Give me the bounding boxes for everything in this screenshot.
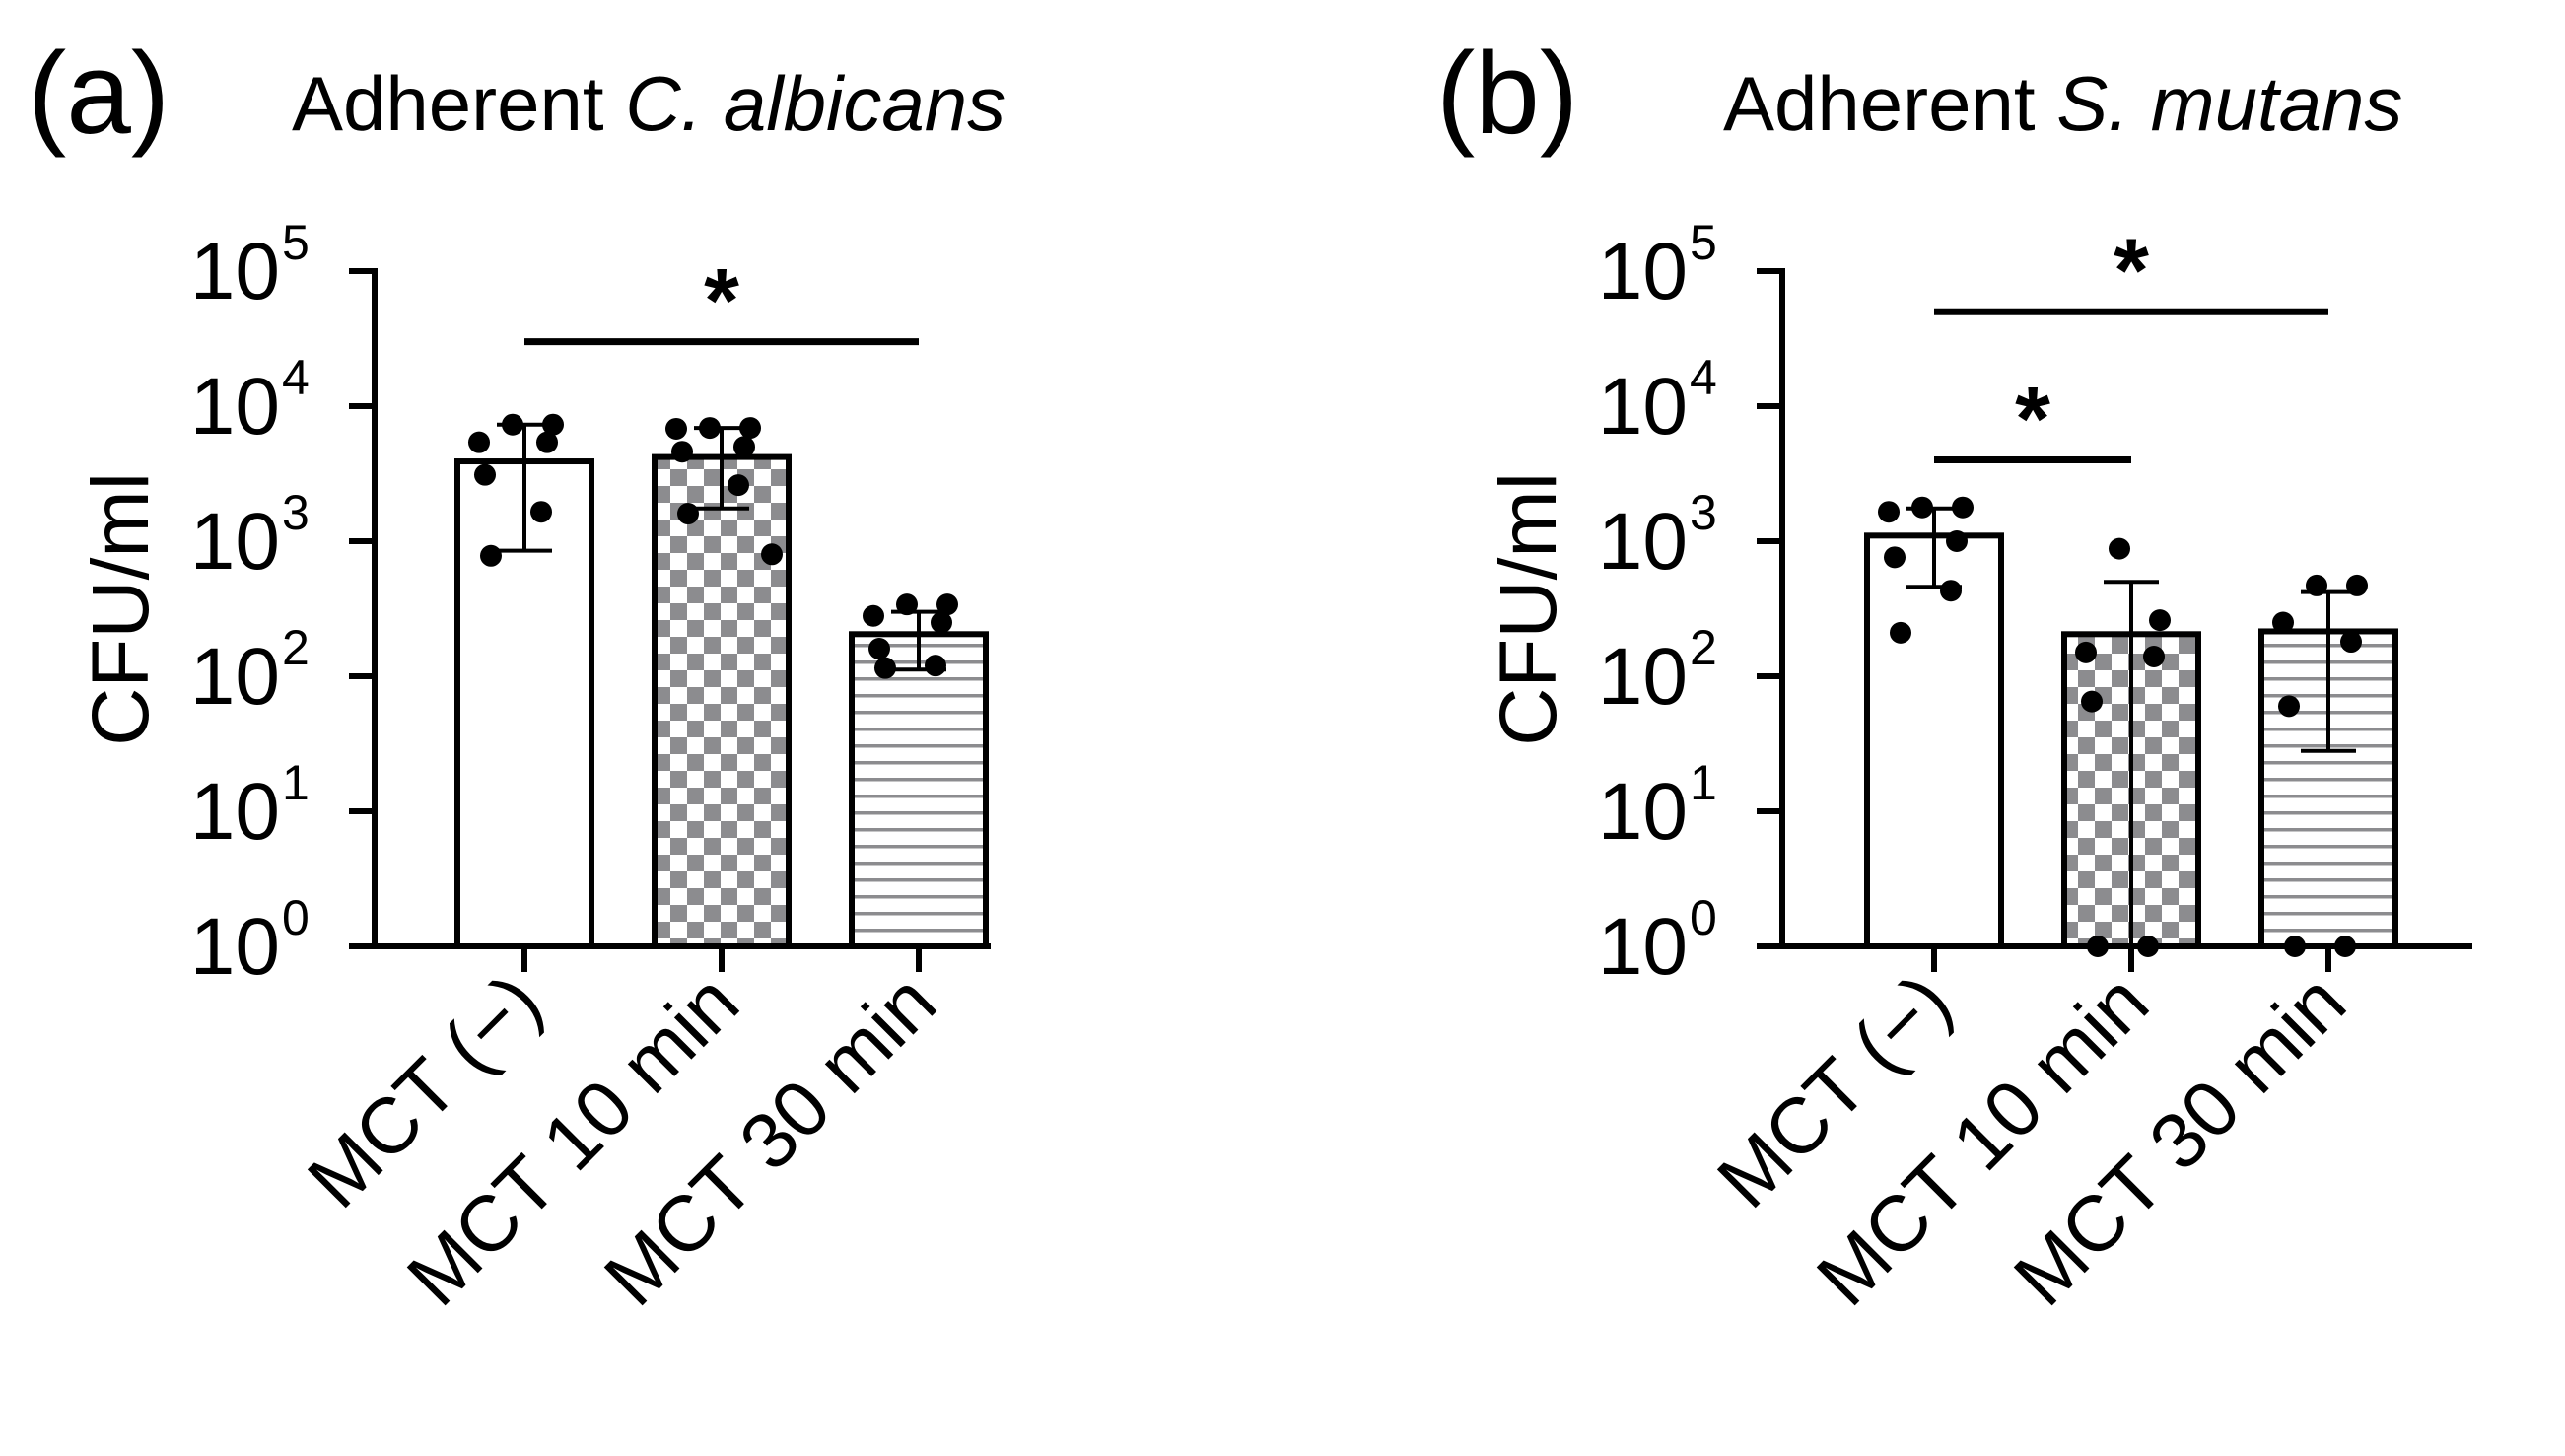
tick-base: 10 [190,767,280,857]
panel-b-ytick-label-5: 10 [1598,227,1688,316]
panel-b-ytick-exp-0: 0 [1690,890,1717,945]
panel-a-title: Adherent C. albicans [292,60,1005,147]
panel-a-point-1-3 [468,431,490,453]
panel-b-ytick-exp-4: 4 [1690,350,1717,405]
panel-b-title-prefix: Adherent [1723,60,2056,147]
panel-a-letter: (a) [28,29,170,159]
panel-b-significance-star-2: * [2114,221,2149,321]
panel-b-point-2-4 [2143,645,2165,667]
panel-b-bar-1 [1864,532,2004,950]
panel-a-ylabel: CFU/ml [76,472,166,746]
panel-b-point-1-7 [1890,621,1911,644]
tick-base: 10 [190,497,280,587]
panel-a-point-1-4 [536,431,558,453]
panel-b-ytick-exp-1: 1 [1690,755,1717,810]
panel-b-ytick-label-2: 10 [1598,632,1688,722]
panel-a-point-1-7 [480,544,502,567]
tick-base: 10 [1598,902,1688,992]
tick-base: 10 [1598,227,1688,316]
panel-a-ytick-exp-0: 0 [282,890,310,945]
panel-a-point-1-6 [530,501,552,523]
panel-b-ytick-label-3: 10 [1598,497,1688,587]
panel-a-point-2-3 [665,417,687,440]
panel-a-point-2-5 [671,441,693,463]
panel-b-point-2-5 [2081,690,2103,713]
panel-b-ytick-exp-2: 2 [1690,620,1717,675]
panel-a-point-3-4 [931,611,952,634]
panel-a-ytick-label-0: 10 [190,902,280,992]
panel-b-point-2-1 [2109,537,2130,560]
tick-base: 10 [190,902,280,992]
panel-a-ytick-exp-3: 3 [282,485,310,540]
panel-a-ytick-label-4: 10 [190,362,280,451]
panel-b-point-3-2 [2346,574,2368,596]
panel-b-ytick-exp-5: 5 [1690,215,1717,270]
panel-a-point-3-2 [936,593,958,616]
panel-b-point-1-1 [1911,496,1933,519]
panel-a-ytick-exp-2: 2 [282,620,310,675]
panel-a-point-1-2 [542,413,564,436]
panel-a-point-3-5 [868,638,890,660]
panel-b-ytick-label-0: 10 [1598,902,1688,992]
panel-b-ylabel: CFU/ml [1484,472,1573,746]
panel-a-point-1-1 [502,413,523,436]
panel-b-point-3-3 [2272,611,2294,634]
panel-b-point-3-4 [2340,631,2362,654]
panel-a-point-3-3 [863,604,884,627]
panel-b-point-1-3 [1878,501,1900,523]
panel-a-point-3-1 [896,593,918,616]
panel-b-point-2-3 [2075,641,2097,663]
tick-base: 10 [1598,497,1688,587]
panel-a-ytick-exp-1: 1 [282,755,310,810]
tick-base: 10 [190,632,280,722]
tick-base: 10 [190,362,280,451]
panel-a-point-2-4 [733,436,755,458]
tick-base: 10 [1598,632,1688,722]
panel-b-point-1-2 [1952,496,1974,519]
tick-base: 10 [1598,767,1688,857]
panel-a-point-2-2 [739,417,761,440]
panel-a-ytick-label-5: 10 [190,227,280,316]
panel-a-point-3-6 [925,655,946,677]
panel-a-point-2-7 [677,503,699,525]
panel-a-ytick-exp-4: 4 [282,350,310,405]
panel-b-point-1-6 [1940,580,1962,602]
panel-a-point-2-8 [761,543,783,566]
panel-a-point-1-5 [474,463,496,486]
tick-base: 10 [1598,362,1688,451]
panel-b-ytick-exp-3: 3 [1690,485,1717,540]
panel-a-bar-3 [849,631,989,949]
panel-b-ytick-label-1: 10 [1598,767,1688,857]
panel-a-ytick-label-2: 10 [190,632,280,722]
panel-a-ytick-exp-5: 5 [282,215,310,270]
panel-b-point-1-5 [1884,546,1906,569]
tick-base: 10 [190,227,280,316]
panel-a-significance-star-1: * [704,251,739,352]
panel-a-point-2-6 [728,474,749,497]
panel-b-point-2-2 [2149,609,2171,632]
panel-a-point-2-1 [699,417,721,440]
panel-b-letter: (b) [1436,29,1578,159]
panel-b-point-3-1 [2306,574,2327,596]
panel-a-title-species: C. albicans [625,60,1005,147]
panel-b: (b) Adherent S. mutans CFU/ml 10 010 110 21… [1436,29,2472,1322]
panel-b-point-1-4 [1946,530,1968,552]
panel-a-bar-2 [652,453,792,949]
panel-b-title-species: S. mutans [2056,60,2402,147]
panel-b-point-3-5 [2278,695,2300,718]
panel-a-ytick-label-3: 10 [190,497,280,587]
panel-b-ytick-label-4: 10 [1598,362,1688,451]
panel-b-title: Adherent S. mutans [1723,60,2402,147]
panel-a-ytick-label-1: 10 [190,767,280,857]
panel-b-significance-star-1: * [2015,370,2050,470]
panel-a-point-3-7 [874,657,896,679]
panel-a-title-prefix: Adherent [292,60,625,147]
